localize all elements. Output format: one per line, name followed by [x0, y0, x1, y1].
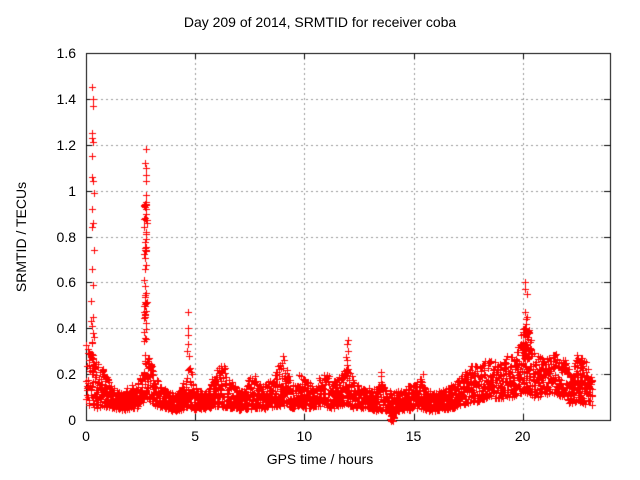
x-tick-label: 10	[296, 428, 313, 444]
y-tick-label: 1.2	[56, 136, 76, 153]
chart-title: Day 209 of 2014, SRMTID for receiver cob…	[183, 14, 457, 30]
y-tick-label: 0.6	[56, 274, 76, 291]
y-tick-label: 0.8	[56, 228, 76, 245]
y-tick-label: 1.6	[56, 45, 76, 61]
y-axis-label: SRMTID / TECUs	[13, 181, 29, 293]
x-tick-label: 15	[405, 428, 422, 444]
x-tick-label: 0	[82, 428, 90, 444]
y-tick-label: 0.4	[56, 320, 76, 337]
x-tick-label: 5	[191, 428, 200, 444]
y-tick-label: 0	[68, 412, 76, 428]
y-tick-label: 1	[68, 182, 76, 199]
x-tick-label: 20	[514, 428, 531, 444]
y-tick-label: 0.2	[56, 366, 76, 383]
x-axis-label: GPS time / hours	[266, 451, 374, 467]
y-tick-label: 1.4	[56, 90, 76, 107]
